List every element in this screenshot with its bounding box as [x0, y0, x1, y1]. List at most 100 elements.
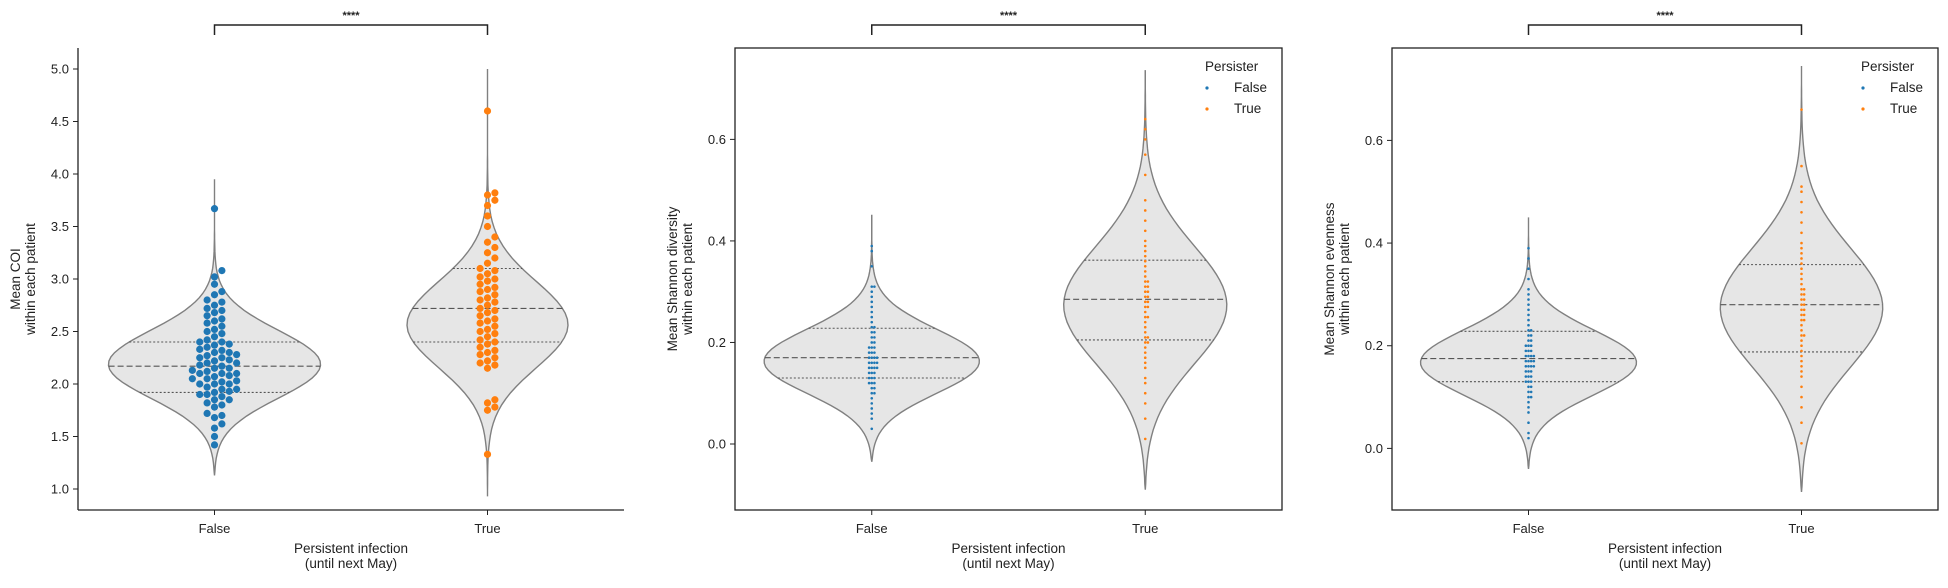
data-point-false: [870, 366, 874, 370]
x-axis-label: Persistent infection: [294, 541, 408, 556]
significance-label: ****: [1656, 10, 1674, 22]
legend-label: False: [1890, 80, 1923, 95]
data-point-false: [870, 402, 874, 405]
legend-label: True: [1234, 101, 1261, 116]
data-point-true: [483, 333, 492, 341]
data-point-false: [1532, 359, 1536, 363]
significance-label: ****: [1000, 10, 1018, 22]
x-tick-label: False: [199, 521, 231, 536]
data-point-false: [1529, 370, 1533, 373]
data-point-false: [867, 361, 871, 365]
data-point-true: [491, 196, 499, 204]
data-point-false: [203, 327, 211, 336]
data-point-false: [875, 366, 879, 370]
data-point-true: [491, 403, 499, 411]
x-axis-label: (until next May): [962, 556, 1054, 571]
data-point-true: [1143, 325, 1147, 329]
data-point-true: [1146, 341, 1150, 344]
x-tick-label: True: [1132, 521, 1158, 536]
data-point-false: [1524, 354, 1528, 358]
y-tick-label: 3.5: [51, 219, 69, 234]
data-point-false: [870, 249, 874, 253]
data-point-true: [1800, 329, 1803, 332]
data-point-false: [870, 412, 874, 415]
data-point-true: [491, 233, 499, 241]
data-point-true: [1800, 272, 1803, 276]
data-point-true: [1143, 346, 1147, 349]
data-point-false: [873, 381, 876, 385]
legend-label: True: [1890, 101, 1917, 116]
data-point-false: [873, 336, 876, 339]
data-point-false: [867, 356, 871, 359]
data-point-true: [1800, 246, 1803, 250]
data-point-true: [483, 201, 492, 210]
data-point-true: [483, 325, 492, 333]
data-point-false: [1527, 329, 1530, 332]
x-tick-label: False: [856, 521, 888, 536]
data-point-false: [1527, 421, 1530, 425]
data-point-false: [873, 376, 876, 380]
data-point-true: [1143, 336, 1147, 339]
data-point-false: [1527, 400, 1530, 404]
data-point-true: [1802, 298, 1806, 301]
data-point-true: [1146, 315, 1150, 319]
data-point-false: [210, 341, 219, 349]
data-point-true: [491, 396, 499, 404]
data-point-true: [1143, 310, 1147, 314]
data-point-true: [491, 354, 499, 362]
data-point-false: [1527, 246, 1530, 250]
data-point-false: [203, 304, 211, 312]
data-point-false: [1527, 431, 1530, 435]
data-point-false: [225, 396, 233, 404]
data-point-false: [203, 336, 211, 344]
data-point-false: [1524, 370, 1528, 373]
data-point-true: [483, 294, 492, 302]
data-point-false: [1529, 359, 1533, 363]
data-point-true: [1143, 402, 1147, 405]
data-point-false: [210, 333, 219, 341]
x-axis-label: (until next May): [1619, 556, 1711, 571]
data-point-false: [870, 320, 874, 324]
data-point-true: [483, 270, 492, 278]
data-point-false: [870, 381, 874, 385]
data-point-true: [491, 283, 499, 291]
data-point-false: [218, 315, 226, 323]
data-point-true: [483, 249, 492, 257]
y-tick-label: 4.5: [51, 114, 69, 129]
data-point-true: [1143, 300, 1147, 304]
data-point-false: [218, 362, 226, 370]
y-tick-label: 5.0: [51, 62, 69, 77]
data-point-false: [218, 267, 226, 275]
data-point-false: [870, 397, 874, 400]
data-point-true: [476, 273, 484, 281]
data-point-true: [483, 348, 492, 357]
data-point-true: [1802, 313, 1806, 317]
data-point-false: [1527, 267, 1530, 271]
data-point-true: [476, 327, 484, 336]
data-point-true: [1143, 117, 1147, 121]
data-point-true: [1143, 361, 1147, 365]
data-point-true: [1800, 262, 1803, 265]
data-point-false: [1527, 385, 1530, 389]
data-point-false: [218, 346, 226, 354]
legend-title: Persister: [1205, 59, 1259, 74]
data-point-false: [870, 244, 874, 248]
data-point-false: [873, 366, 876, 370]
data-point-false: [873, 386, 876, 390]
data-point-true: [1800, 252, 1803, 255]
data-point-true: [491, 275, 499, 283]
data-point-true: [1146, 280, 1150, 283]
data-point-true: [1800, 277, 1803, 281]
y-tick-label: 0.4: [1365, 236, 1383, 251]
y-axis-label: Mean COI: [8, 248, 23, 310]
data-point-false: [210, 373, 219, 381]
data-point-true: [1800, 349, 1803, 353]
data-point-false: [218, 385, 226, 393]
data-point-true: [1800, 344, 1803, 348]
data-point-false: [1527, 354, 1530, 358]
data-point-true: [483, 107, 492, 115]
data-point-false: [218, 338, 226, 346]
data-point-false: [210, 317, 219, 325]
data-point-false: [873, 325, 876, 329]
data-point-true: [1143, 270, 1147, 273]
